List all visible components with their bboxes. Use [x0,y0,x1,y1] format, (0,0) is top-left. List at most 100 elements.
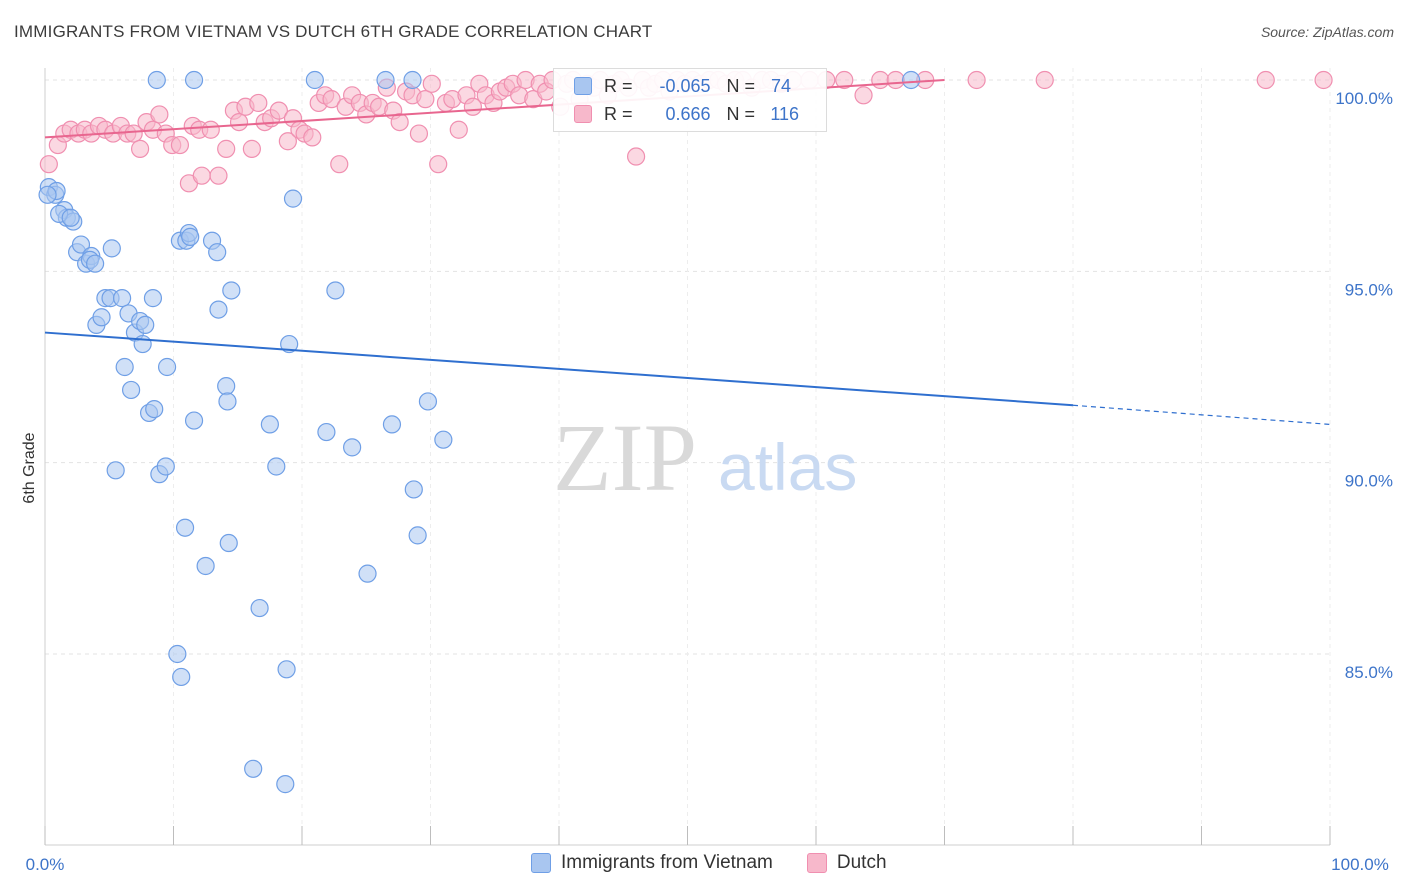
vietnam-points [38,70,921,794]
dutch-point [217,139,236,158]
dutch-point [871,70,890,90]
vietnam-point [102,239,121,258]
vietnam-point [196,556,215,576]
x-tick-label: 0.0% [26,855,65,874]
watermark-atlas: atlas [718,430,857,504]
vietnam-point [208,243,227,262]
vietnam-point [136,315,155,335]
vietnam-point [404,480,423,499]
dutch-point [854,86,873,105]
vietnam-point [326,281,345,300]
dutch-point [886,70,905,90]
vietnam-point [305,70,324,90]
y-tick-label: 95.0% [1345,280,1393,299]
dutch-point [201,120,220,139]
vietnam-point [358,564,377,583]
vietnam-point [71,235,91,254]
vietnam-point [86,254,105,273]
legend-row-vietnam: R = -0.065 N = 74 [554,72,791,100]
vietnam-point [147,70,166,90]
legend-n-label: N = [726,75,756,96]
legend-swatch-vietnam [574,77,592,95]
y-tick-label: 85.0% [1345,663,1393,682]
vietnam-point [276,775,295,794]
dutch-point [209,166,228,185]
dutch-point [242,139,261,158]
vietnam-point [277,660,296,679]
vietnam-point [61,208,80,227]
vietnam-point [175,518,195,537]
dutch-point [626,147,646,166]
vietnam-point [382,415,402,434]
vietnam-point [408,526,427,545]
dutch-point [130,139,150,158]
legend-n-value: 74 [771,75,792,96]
vietnam-point [38,185,57,204]
legend-swatch-dutch [806,853,827,873]
dutch-point [229,112,249,132]
vietnam-point [418,392,438,411]
dutch-point [39,155,58,174]
dutch-point [422,74,441,93]
dutch-point [322,90,341,109]
vietnam-point [283,189,303,208]
legend-n-label: N = [726,103,756,124]
watermark: ZIP atlas [553,404,857,511]
dutch-point [278,132,297,151]
dutch-point [303,128,322,147]
vietnam-point [157,357,177,377]
vietnam-trend-line [44,331,1074,407]
legend-row-dutch: R = 0.666 N = 116 [554,100,799,128]
dutch-point [1035,70,1054,90]
vietnam-point [92,308,111,327]
vietnam-point [218,392,237,411]
dutch-point [1314,70,1333,90]
vietnam-trend-extension [1072,404,1331,425]
vietnam-point [145,399,164,419]
vietnam-point [222,281,241,300]
vietnam-point [376,70,395,90]
y-tick-label: 100.0% [1335,89,1393,108]
vietnam-point [280,334,299,354]
dutch-point [150,105,169,124]
vietnam-point [121,380,141,400]
vietnam-point [112,289,132,308]
dutch-point [967,70,986,90]
dutch-point [269,101,288,120]
dutch-point [416,90,435,109]
tick-labels: 85.0% 90.0% 95.0% 100.0% 0.0% 100.0% [26,89,1393,874]
vietnam-point [209,300,228,319]
vietnam-point [250,598,269,618]
vietnam-point [244,759,263,778]
vietnam-point [168,644,187,664]
legend-r-value: 0.666 [665,103,711,124]
vietnam-point [403,70,422,90]
legend-swatch-dutch [574,105,592,123]
legend-item-vietnam[interactable]: Immigrants from Vietnam [531,852,773,874]
dutch-point [429,155,448,174]
dutch-point [449,120,468,139]
legend-item-dutch[interactable]: Dutch [806,852,887,874]
legend-label-dutch: Dutch [836,852,887,873]
dutch-point [1256,70,1275,90]
legend-n-value: 116 [770,103,800,124]
legend-r-label: R = [604,75,633,96]
vietnam-point [317,422,336,442]
vietnam-point [219,533,238,553]
vietnam-point [106,461,125,480]
legend-swatch-vietnam [531,853,551,873]
legend-label-vietnam: Immigrants from Vietnam [561,852,773,873]
source-label: Source: ZipAtlas.com [1260,24,1394,40]
vietnam-point [156,457,175,476]
legend-r-label: R = [604,103,633,124]
dutch-point [835,70,854,90]
watermark-zip: ZIP [553,404,697,511]
dutch-point [390,112,409,132]
series-legend: Immigrants from Vietnam Dutch [531,852,921,874]
dutch-point [330,155,349,174]
vietnam-point [343,438,362,457]
vietnam-point [434,430,453,449]
vietnam-point [143,289,163,308]
dutch-point [409,124,429,143]
